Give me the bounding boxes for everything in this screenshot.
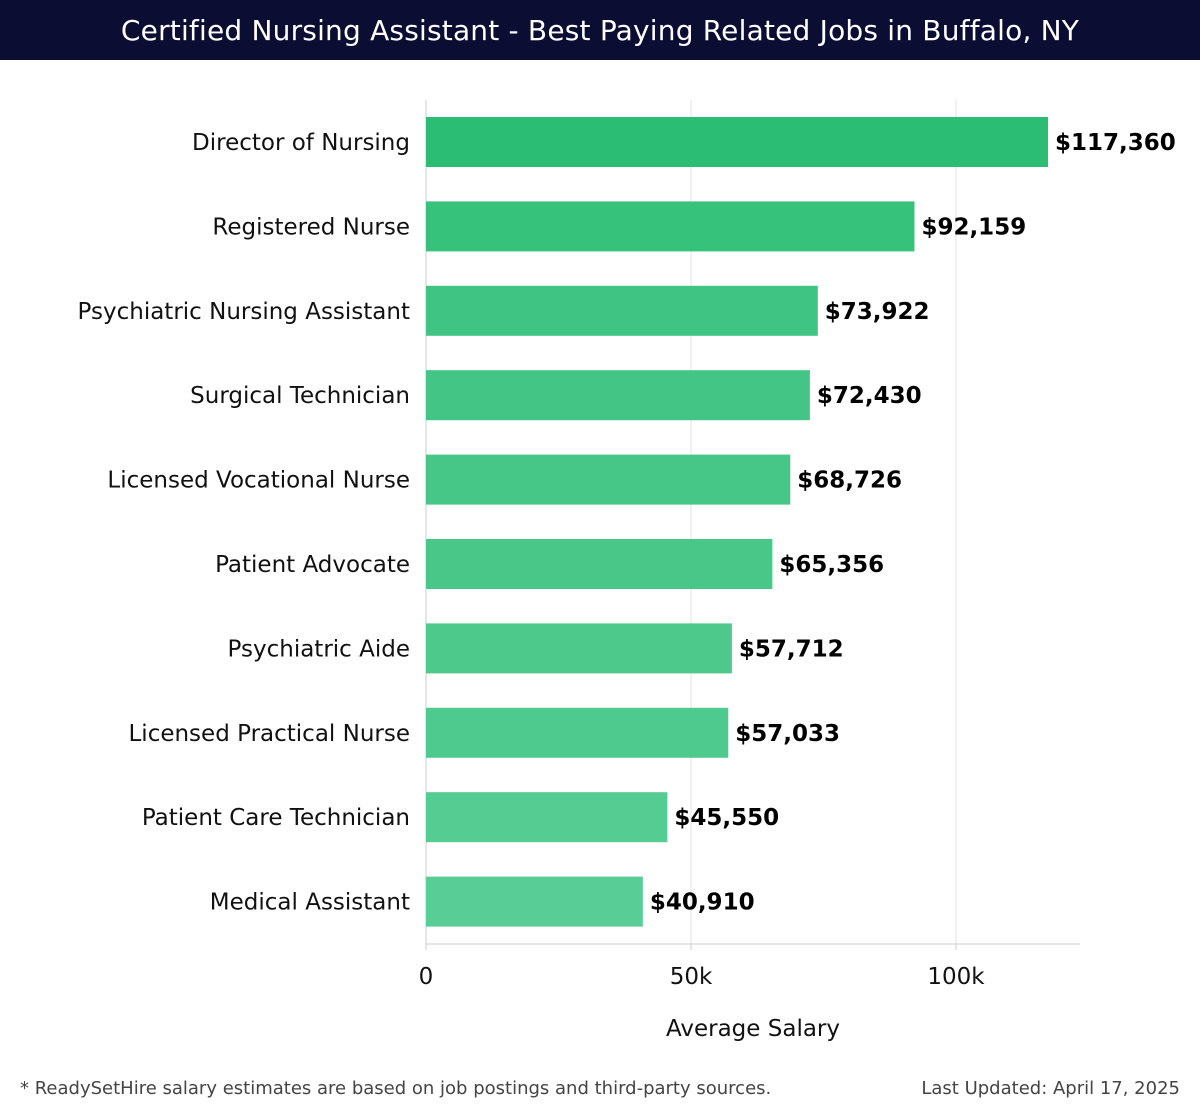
value-label: $92,159 [921,214,1026,240]
category-label: Director of Nursing [192,130,410,156]
chart-title: Certified Nursing Assistant - Best Payin… [0,0,1200,60]
last-updated: Last Updated: April 17, 2025 [921,1078,1180,1099]
value-label: $57,033 [735,721,840,747]
category-label: Licensed Practical Nurse [128,721,410,747]
x-axis: 0 50k 100k [419,943,1080,990]
value-label: $45,550 [674,805,779,831]
bar [426,876,643,927]
category-label: Patient Care Technician [142,805,410,831]
x-axis-title: Average Salary [666,1016,840,1042]
value-label: $65,356 [779,552,884,578]
x-tick-label: 0 [419,964,434,990]
bar [426,539,773,589]
bar [426,623,732,674]
bar [426,370,810,421]
value-label: $40,910 [650,890,755,916]
value-label: $117,360 [1055,130,1176,156]
value-label: $73,922 [825,299,930,325]
bar [426,285,818,336]
bar [426,707,729,758]
footer-note: * ReadySetHire salary estimates are base… [20,1078,772,1099]
bar [426,201,915,252]
footer: * ReadySetHire salary estimates are base… [0,1078,1200,1108]
bars: Director of Nursing $117,360 Registered Nu… [78,117,1176,927]
bar [426,454,791,505]
category-label: Patient Advocate [215,552,410,578]
bar [426,117,1049,167]
value-label: $72,430 [817,383,922,409]
category-label: Registered Nurse [212,214,410,240]
x-tick-label: 100k [927,964,985,990]
category-label: Surgical Technician [190,383,410,409]
bar-chart: Director of Nursing $117,360 Registered Nu… [78,100,1176,1042]
value-label: $57,712 [739,636,844,662]
value-label: $68,726 [797,468,902,494]
category-label: Licensed Vocational Nurse [107,468,410,494]
category-label: Psychiatric Aide [228,636,410,662]
x-tick-label: 50k [670,964,713,990]
bar [426,792,668,843]
chart-area: Director of Nursing $117,360 Registered Nu… [0,60,1200,1060]
category-label: Medical Assistant [210,890,410,916]
category-label: Psychiatric Nursing Assistant [78,299,410,325]
